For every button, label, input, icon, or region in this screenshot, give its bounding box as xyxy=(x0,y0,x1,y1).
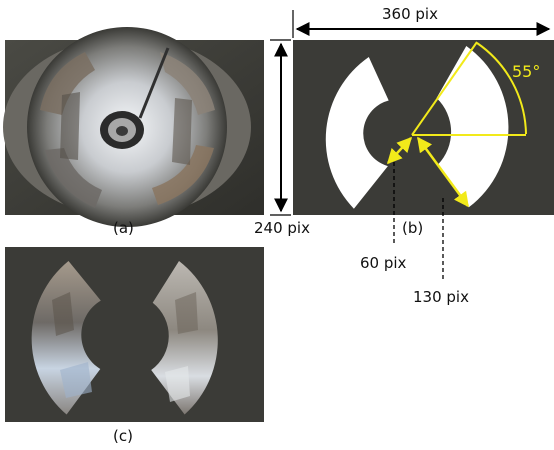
outer-radius-arrow xyxy=(416,136,470,208)
inner-radius-label: 60 pix xyxy=(360,254,407,272)
height-dimension xyxy=(270,39,291,216)
width-dimension xyxy=(292,10,551,38)
panel-a-label: (a) xyxy=(113,219,134,237)
inner-radius-arrow xyxy=(386,136,413,165)
panel-c-image xyxy=(5,247,264,422)
angle-annotation xyxy=(411,41,527,136)
mask-left-sector xyxy=(325,57,389,209)
angle-label: 55° xyxy=(512,62,540,81)
panel-b-label: (b) xyxy=(402,219,423,237)
width-label: 360 pix xyxy=(382,5,438,23)
height-label: 240 pix xyxy=(254,219,310,237)
outer-radius-label: 130 pix xyxy=(413,288,469,306)
panel-a-image xyxy=(3,27,264,227)
panel-c-label: (c) xyxy=(113,427,133,445)
